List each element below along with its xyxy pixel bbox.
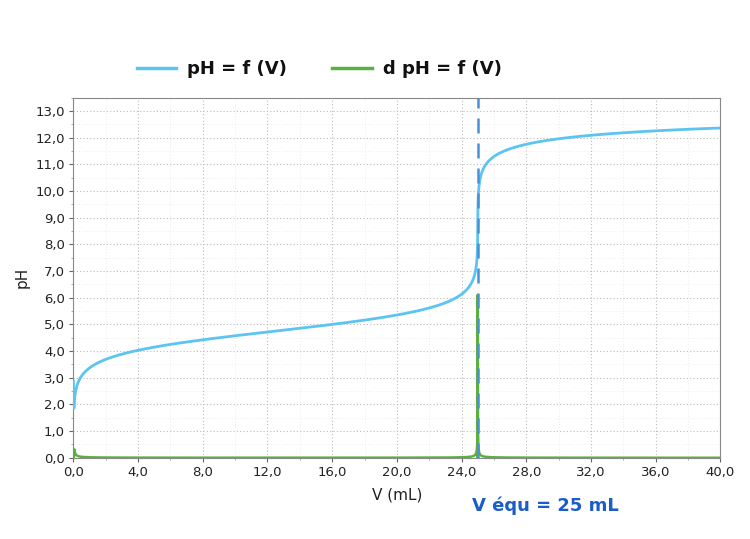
Legend: pH = f (V), d pH = f (V): pH = f (V), d pH = f (V): [136, 60, 502, 78]
pH = f (V): [274, 328, 284, 334]
X-axis label: V (mL): V (mL): [372, 487, 422, 502]
pH = f (V): [197, 337, 206, 343]
d pH = f (V): [241, 454, 250, 461]
d pH = f (V): [473, 292, 482, 298]
pH = f (V): [70, 405, 79, 412]
pH = f (V): [450, 295, 459, 302]
pH = f (V): [716, 125, 724, 131]
pH = f (V): [473, 201, 482, 207]
d pH = f (V): [716, 454, 724, 461]
pH = f (V): [480, 164, 489, 170]
pH = f (V): [242, 331, 250, 338]
Line: d pH = f (V): d pH = f (V): [74, 295, 720, 458]
d pH = f (V): [450, 454, 459, 461]
Y-axis label: pH: pH: [15, 267, 30, 288]
Line: pH = f (V): pH = f (V): [74, 128, 720, 409]
pH = f (V): [69, 378, 78, 384]
d pH = f (V): [480, 453, 489, 460]
d pH = f (V): [196, 454, 206, 461]
d pH = f (V): [69, 454, 78, 461]
d pH = f (V): [274, 454, 283, 461]
d pH = f (V): [473, 426, 482, 432]
Text: V équ = 25 mL: V équ = 25 mL: [472, 496, 620, 515]
